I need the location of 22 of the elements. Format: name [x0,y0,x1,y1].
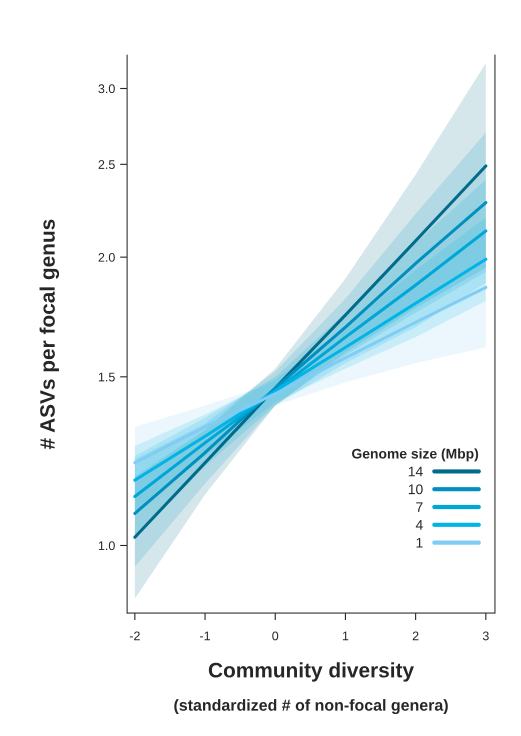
legend-label: 1 [416,538,423,548]
x-tick-label: 0 [272,631,278,640]
legend-label: 10 [408,484,423,494]
x-tick-label: 2 [412,631,418,640]
text: (standardized # of non-focal genera) [174,699,448,714]
legend-label: 14 [408,466,423,476]
y-tick-label: 1.0 [98,541,115,550]
y-axis-title: # ASVs per focal genus [40,220,60,450]
y-tick-label: 3.0 [98,84,115,94]
legend-label: 7 [416,502,423,512]
y-tick-label: 2.0 [98,252,115,262]
y-tick-label: 1.5 [98,372,115,382]
x-tick-label: 1 [342,632,348,640]
line-series [133,258,488,482]
y-tick-label: 2.5 [98,160,115,169]
x-tick-label: -1 [200,632,210,640]
line-series [133,286,488,464]
legend-title: Genome size (Mbp) [352,448,478,462]
x-tick-label: 3 [482,631,489,640]
x-tick-label: -2 [130,631,140,640]
x-axis-title: Community diversity [208,662,414,682]
legend-label: 4 [416,520,423,530]
